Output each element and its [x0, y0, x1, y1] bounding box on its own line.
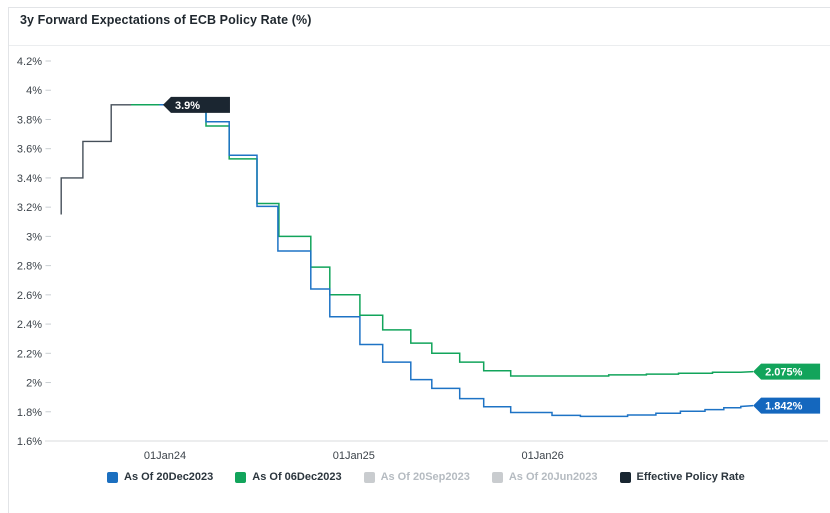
badge-label: 1.842% — [765, 401, 803, 413]
legend-label: As Of 06Dec2023 — [252, 471, 342, 483]
series-line-as-of-20dec2023 — [159, 104, 754, 418]
y-tick-label: 1.8% — [17, 407, 42, 419]
legend-label: Effective Policy Rate — [636, 471, 745, 483]
x-tick-label: 01Jan26 — [521, 450, 563, 462]
legend-swatch-icon — [363, 471, 375, 483]
x-tick-label: 01Jan24 — [144, 450, 186, 462]
series-line-effective-policy-rate — [60, 104, 169, 215]
title-separator — [9, 45, 830, 46]
chart-title: 3y Forward Expectations of ECB Policy Ra… — [20, 13, 312, 27]
legend-label: As Of 20Jun2023 — [508, 471, 598, 483]
legend-swatch-icon — [491, 471, 503, 483]
legend-label: As Of 20Dec2023 — [124, 471, 214, 483]
chart-legend: As Of 20Dec2023 As Of 06Dec2023 As Of 20Se… — [107, 471, 745, 483]
legend-swatch-icon — [619, 471, 631, 483]
y-tick-label: 4% — [26, 85, 42, 97]
badge-shape — [162, 96, 230, 113]
value-badge-2-075: 2.075% — [753, 363, 821, 380]
y-tick-label: 3.8% — [17, 114, 42, 126]
legend-item-effective-policy-rate[interactable]: Effective Policy Rate — [619, 471, 745, 483]
chart-card — [8, 7, 830, 513]
y-tick-label: 1.6% — [17, 436, 42, 448]
legend-swatch-icon — [235, 471, 247, 483]
y-tick-label: 2.6% — [17, 290, 42, 302]
x-axis: 01Jan24 01Jan25 01Jan26 — [45, 440, 828, 462]
y-tick-label: 2.4% — [17, 319, 42, 331]
y-tick-label: 3.4% — [17, 173, 42, 185]
legend-item-as-of-06dec2023[interactable]: As Of 06Dec2023 — [235, 471, 342, 483]
badge-shape — [753, 397, 821, 414]
badge-label: 3.9% — [175, 100, 200, 112]
y-tick-label: 4.2% — [17, 56, 42, 68]
legend-item-as-of-20sep2023[interactable]: As Of 20Sep2023 — [363, 471, 470, 483]
value-badge-1-842: 1.842% — [753, 397, 821, 414]
y-tick-label: 3.6% — [17, 144, 42, 156]
legend-swatch-icon — [107, 471, 118, 483]
y-axis: 4.2% 4% 3.8% 3.6% 3.4% 3.2% 3% 2.8% 2.6% 2.4% 2.2%… — [17, 56, 51, 448]
y-tick-label: 3.2% — [17, 202, 42, 214]
y-tick-label: 3% — [26, 231, 42, 243]
y-tick-label: 2.2% — [17, 348, 42, 360]
legend-label: As Of 20Sep2023 — [380, 471, 470, 483]
y-tick-label: 2.8% — [17, 261, 42, 273]
badge-label: 2.075% — [765, 367, 803, 379]
x-tick-label: 01Jan25 — [333, 450, 375, 462]
badge-shape — [753, 363, 821, 380]
y-tick-label: 2% — [26, 378, 42, 390]
legend-item-as-of-20jun2023[interactable]: As Of 20Jun2023 — [491, 471, 598, 483]
value-badge-3-9: 3.9% — [162, 96, 230, 113]
series-line-as-of-06dec2023 — [131, 104, 754, 377]
legend-item-as-of-20dec2023[interactable]: As Of 20Dec2023 — [107, 471, 213, 483]
